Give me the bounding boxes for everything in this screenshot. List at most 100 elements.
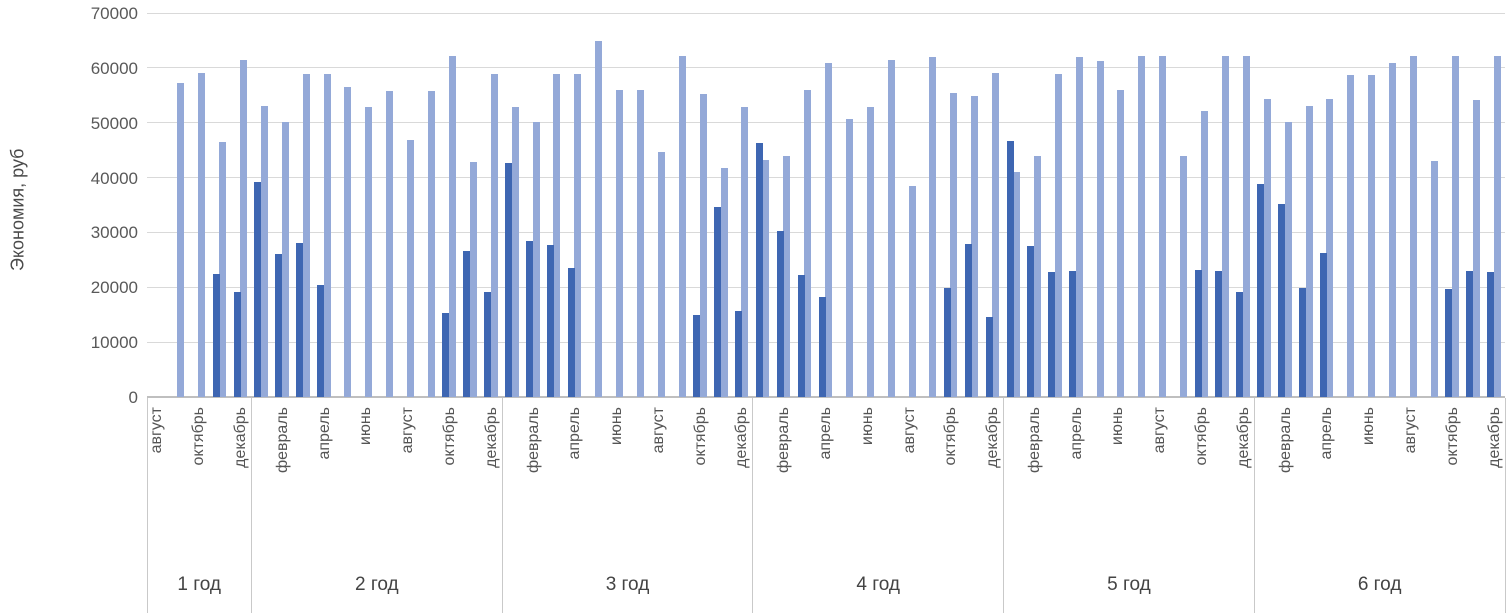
y-tick-label: 50000 bbox=[90, 113, 138, 133]
bar-light bbox=[281, 121, 289, 397]
bar-light bbox=[1054, 74, 1062, 397]
bar-dark bbox=[1257, 184, 1265, 397]
bar-light bbox=[908, 185, 916, 397]
bar-dark bbox=[1299, 287, 1307, 397]
bar-dark bbox=[755, 143, 763, 397]
x-tick-label: август bbox=[900, 407, 918, 454]
bar-light bbox=[1305, 106, 1313, 397]
bar-light bbox=[783, 155, 791, 397]
x-tick-label: апрель bbox=[817, 407, 834, 460]
bar-light bbox=[1242, 56, 1250, 397]
bar-light bbox=[992, 73, 1000, 397]
bar-light bbox=[386, 91, 394, 397]
bar-dark bbox=[714, 207, 722, 397]
bar-light bbox=[699, 93, 707, 397]
bar-dark bbox=[212, 274, 220, 397]
bar-dark bbox=[1487, 272, 1495, 397]
bar-dark bbox=[943, 287, 951, 397]
bar-dark bbox=[317, 284, 325, 397]
bar-dark bbox=[526, 241, 533, 397]
bar-light bbox=[971, 96, 979, 397]
bar-dark bbox=[567, 267, 575, 397]
bar-dark bbox=[776, 230, 784, 397]
bar-light bbox=[1409, 56, 1417, 397]
x-tick-label: июнь bbox=[1109, 407, 1127, 446]
bar-dark bbox=[818, 297, 826, 397]
x-tick-label: июнь bbox=[1360, 407, 1378, 446]
bar-light bbox=[469, 161, 477, 397]
x-tick-label: июнь bbox=[357, 407, 375, 446]
bar-dark bbox=[484, 292, 492, 397]
x-tick-label: декабрь bbox=[984, 407, 1002, 468]
bar-light bbox=[1347, 74, 1355, 397]
bar-light bbox=[929, 57, 937, 397]
bar-light bbox=[1033, 155, 1041, 397]
year-label: 4 год bbox=[856, 574, 901, 595]
bar-dark bbox=[442, 312, 450, 397]
bar-light bbox=[1221, 56, 1229, 397]
bar-light bbox=[825, 63, 832, 397]
bar-dark bbox=[797, 275, 805, 397]
bar-light bbox=[240, 60, 247, 397]
year-separator bbox=[501, 398, 503, 613]
bar-light bbox=[762, 160, 770, 397]
x-tick-label: август bbox=[148, 407, 166, 454]
bar-light bbox=[1117, 90, 1125, 397]
year-separator bbox=[146, 398, 148, 613]
bar-light bbox=[1138, 56, 1146, 397]
y-tick-label: 60000 bbox=[90, 58, 138, 78]
bar-dark bbox=[463, 251, 471, 397]
bar-light bbox=[198, 73, 206, 397]
bar-light bbox=[1389, 63, 1397, 397]
bar-dark bbox=[296, 243, 304, 397]
bar-light bbox=[490, 74, 498, 397]
bar-dark bbox=[275, 254, 283, 397]
bar-light bbox=[323, 74, 331, 397]
bar-light bbox=[636, 90, 644, 397]
bar-dark bbox=[964, 244, 972, 397]
bar-light bbox=[1201, 110, 1209, 397]
x-tick-label: июнь bbox=[858, 407, 876, 446]
bar-light bbox=[1013, 172, 1021, 397]
x-tick-label: декабрь bbox=[733, 407, 751, 468]
bar-dark bbox=[1069, 271, 1077, 397]
x-tick-label: февраль bbox=[524, 407, 542, 474]
bar-dark bbox=[1027, 246, 1035, 397]
bar-light bbox=[720, 167, 728, 397]
bar-dark bbox=[1048, 272, 1056, 397]
x-tick-label: декабрь bbox=[232, 407, 249, 468]
y-tick-label: 20000 bbox=[90, 278, 138, 298]
bar-light bbox=[407, 139, 415, 397]
bar-light bbox=[950, 92, 958, 397]
bar-light bbox=[511, 106, 519, 397]
x-tick-label: апрель bbox=[1318, 407, 1336, 460]
bar-dark bbox=[734, 311, 742, 397]
bar-dark bbox=[693, 315, 701, 397]
x-tick-label: октябрь bbox=[691, 407, 709, 466]
bar-light bbox=[678, 56, 686, 397]
bar-dark bbox=[1236, 291, 1244, 397]
bar-light bbox=[553, 74, 561, 397]
y-tick-label: 0 bbox=[128, 388, 138, 407]
bar-light bbox=[887, 60, 895, 397]
year-label: 5 год bbox=[1107, 574, 1151, 595]
y-tick-label: 30000 bbox=[90, 223, 138, 243]
x-tick-label: октябрь bbox=[1193, 407, 1211, 466]
bar-light bbox=[866, 106, 874, 397]
x-tick-label: август bbox=[399, 407, 417, 454]
bar-dark bbox=[546, 245, 554, 397]
year-separator bbox=[1003, 398, 1005, 613]
bar-light bbox=[219, 141, 227, 397]
bar-light bbox=[845, 119, 853, 397]
x-tick-label: декабрь bbox=[1485, 407, 1503, 468]
bar-light bbox=[1263, 99, 1271, 397]
year-label: 1 год bbox=[177, 574, 222, 595]
year-separator bbox=[250, 398, 252, 613]
x-axis-line bbox=[147, 396, 1505, 398]
bar-light bbox=[1368, 74, 1376, 397]
bar-dark bbox=[1319, 253, 1327, 397]
bar-light bbox=[804, 90, 812, 397]
bar-light bbox=[428, 91, 436, 397]
bar-light bbox=[595, 40, 603, 397]
x-tick-label: октябрь bbox=[942, 407, 960, 466]
